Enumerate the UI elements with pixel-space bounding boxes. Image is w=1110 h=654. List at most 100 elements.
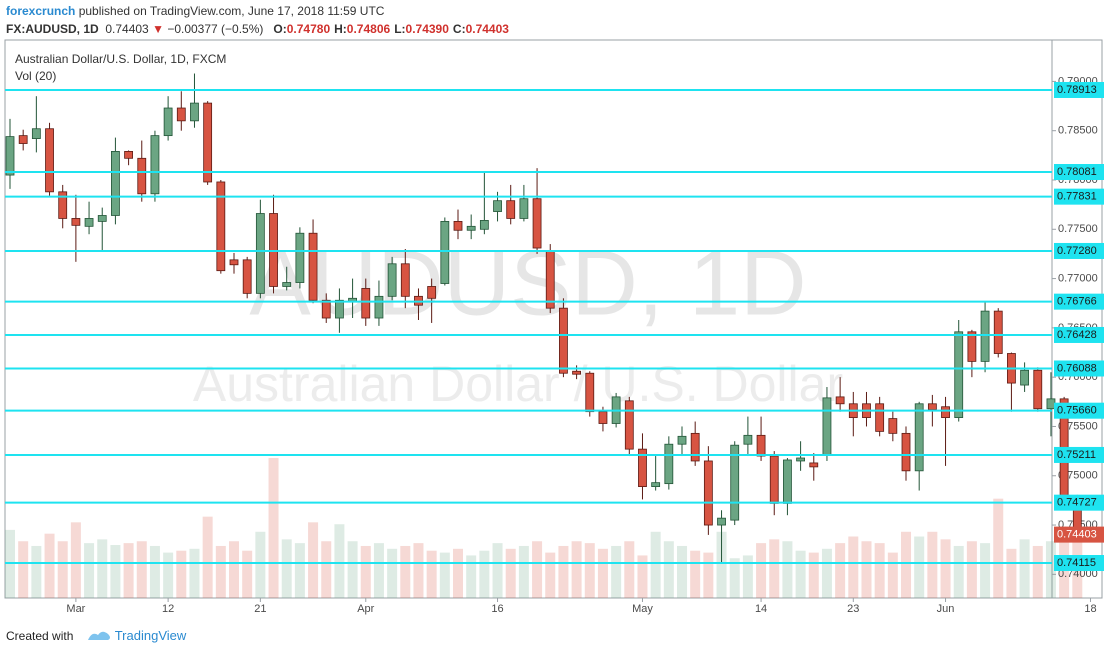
volume-bar [492,543,503,598]
candle-body [677,435,687,445]
y-tick-label: 0.78500 [1058,125,1098,137]
candle-body [97,215,107,222]
candle-body [954,331,964,418]
volume-bar [176,550,187,598]
level-label: 0.74727 [1057,497,1097,509]
candle-body [282,282,292,287]
volume-bar [901,531,912,598]
candle-body [756,434,766,457]
volume-bar [255,531,266,598]
ohlc-value: 0.74806 [346,22,391,36]
candle-body [585,372,595,413]
candle-body [717,517,726,526]
volume-bar [808,552,819,598]
last-price-label: 0.74403 [1057,529,1097,541]
candle-body [242,259,252,294]
ohlc-value: 0.74780 [286,22,331,36]
candle-body [743,434,753,445]
candle-body [374,295,384,319]
candle-body [651,482,661,487]
candle-body [941,406,950,418]
level-label: 0.76088 [1057,362,1097,374]
footer: Created with TradingView [6,628,186,643]
volume-bar [242,550,253,598]
level-label-box [1054,555,1104,572]
level-label: 0.78081 [1057,166,1097,178]
candle-body [875,403,885,432]
candle-body [1046,398,1056,410]
volume-bar [281,539,292,598]
candle-body [361,288,371,319]
created: Created with [6,629,74,643]
change: −0.00377 (−0.5%) [167,22,264,36]
candle-body [387,263,397,297]
last-price-box [1054,526,1104,543]
candle-body [493,200,502,212]
candle-body [229,259,239,266]
candle-body [769,455,779,504]
ohlc-key: L: [394,22,406,36]
candle-body [58,191,68,219]
volume-bar [584,543,595,598]
level-label-box [1054,242,1104,259]
volume-bar [189,548,200,598]
volume-bar [927,531,938,598]
volume-bar [387,548,398,598]
volume-bar [993,498,1004,598]
volume-bar [321,541,332,598]
volume-bar [229,541,240,598]
level-label: 0.76766 [1057,296,1097,308]
volume-bar [914,536,925,598]
volume-bar [84,543,95,598]
candle-body [967,331,977,362]
volume-bar [940,539,951,598]
candle-body [638,448,647,487]
y-tick-label: 0.74000 [1058,568,1098,580]
volume-bar [821,548,832,598]
volume-bar [123,543,134,598]
candle-body [519,198,529,219]
volume-bar [453,548,464,598]
brand[interactable]: TradingView [114,628,187,643]
x-tick-label: Apr [357,603,374,615]
ohlc-key: H: [334,22,347,36]
volume-bar [1045,541,1056,598]
volume-bar [308,522,319,598]
symbol: FX:AUDUSD, 1D [6,22,99,36]
volume-bar [742,555,753,598]
logo [88,631,110,640]
volume-bar [439,552,450,598]
volume-bar [1032,545,1043,598]
candle-body [545,250,555,309]
candle-body [624,400,634,450]
candle-body [440,220,450,284]
candle-body [18,135,28,144]
level-label-box [1054,402,1104,419]
candle-body [664,443,674,485]
x-tick-label: 23 [847,603,859,615]
volume-bar [1019,539,1030,598]
volume-bar [1006,548,1017,598]
y-tick-label: 0.77000 [1058,272,1098,284]
published: published on TradingView.com, June 17, 2… [78,4,385,18]
candle-body [31,128,41,139]
candle-body [479,220,489,230]
level-label-box [1054,494,1104,511]
volume-bar [70,522,81,598]
candle-body [453,220,463,231]
volume-bar [400,545,411,598]
volume-bar [597,548,608,598]
volume-bar [466,555,477,598]
candle-body [176,107,186,122]
level-label: 0.76428 [1057,329,1097,341]
author[interactable]: forexcrunch [6,4,76,18]
candle-body [980,310,990,362]
candle-body [400,263,410,297]
ohlc-value: 0.74390 [405,22,449,36]
candle-body [124,151,133,159]
level-label-box [1054,81,1104,98]
level-label: 0.75211 [1057,449,1096,461]
volume-bar [558,545,569,598]
